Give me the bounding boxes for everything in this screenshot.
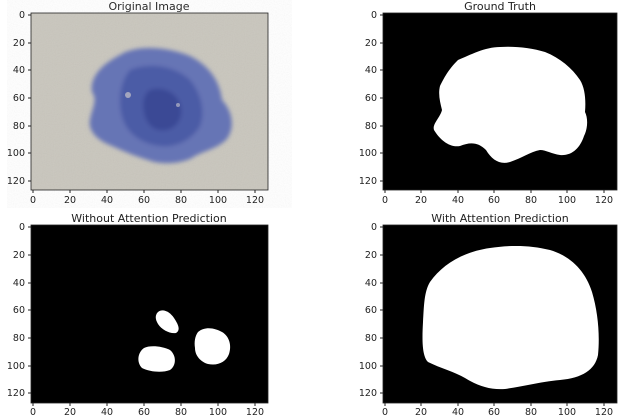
y-tick-label: 60 <box>13 93 25 104</box>
y-tick-label: 120 <box>7 388 25 399</box>
y-tick-label: 100 <box>7 361 25 372</box>
x-tick-label: 0 <box>30 195 36 206</box>
panel-ground-truth: Ground Truth 0 20 40 60 80 100 120 <box>359 0 618 206</box>
y-tick-label: 60 <box>365 305 377 316</box>
y-tick-label: 120 <box>359 388 377 399</box>
mask-region <box>138 346 175 372</box>
x-tick-label: 60 <box>138 195 150 206</box>
x-tick-label: 0 <box>30 407 36 418</box>
y-tick-label: 100 <box>7 148 25 159</box>
x-tick-label: 20 <box>64 195 76 206</box>
image-area <box>31 13 268 190</box>
lesion-region <box>89 47 232 164</box>
y-tick-label: 80 <box>365 333 377 344</box>
x-tick-label: 0 <box>382 195 388 206</box>
panel-without-attention: Without Attention Prediction 0 20 40 60 … <box>7 212 269 418</box>
panel-with-attention: With Attention Prediction 0 20 40 60 80 … <box>359 212 618 418</box>
x-tick-label: 20 <box>415 407 427 418</box>
x-axis: 0 20 40 60 80 100 120 <box>382 190 613 206</box>
x-axis: 0 20 40 60 80 100 120 <box>30 190 264 206</box>
y-tick-label: 20 <box>365 250 377 261</box>
y-axis: 0 20 40 60 80 100 120 <box>7 222 31 399</box>
x-tick-label: 80 <box>175 407 187 418</box>
x-axis: 0 20 40 60 80 100 120 <box>382 403 613 418</box>
y-tick-label: 80 <box>13 121 25 132</box>
axes-frame <box>30 12 269 191</box>
x-tick-label: 80 <box>525 195 537 206</box>
y-tick-label: 60 <box>13 305 25 316</box>
y-tick-label: 80 <box>365 121 377 132</box>
x-tick-label: 120 <box>595 407 613 418</box>
mask-region <box>422 245 599 390</box>
x-tick-label: 100 <box>558 195 576 206</box>
panel-title: Original Image <box>109 0 190 13</box>
y-tick-label: 120 <box>359 176 377 187</box>
panel-title: With Attention Prediction <box>431 212 568 225</box>
x-tick-label: 40 <box>452 407 464 418</box>
y-tick-label: 80 <box>13 333 25 344</box>
x-tick-label: 120 <box>595 195 613 206</box>
y-tick-label: 20 <box>13 38 25 49</box>
y-tick-label: 0 <box>19 222 25 233</box>
y-tick-label: 40 <box>13 65 25 76</box>
y-tick-label: 40 <box>13 278 25 289</box>
x-tick-label: 80 <box>175 195 187 206</box>
x-tick-label: 120 <box>246 195 264 206</box>
y-tick-label: 60 <box>365 93 377 104</box>
x-tick-label: 60 <box>488 407 500 418</box>
y-tick-label: 0 <box>371 10 377 21</box>
x-tick-label: 40 <box>452 195 464 206</box>
x-tick-label: 0 <box>382 407 388 418</box>
y-axis: 0 20 40 60 80 100 120 <box>359 222 383 399</box>
x-tick-label: 60 <box>488 195 500 206</box>
panel-title: Without Attention Prediction <box>71 212 226 225</box>
mask-background <box>31 225 268 403</box>
x-tick-label: 40 <box>101 407 113 418</box>
y-tick-label: 20 <box>365 38 377 49</box>
y-tick-label: 40 <box>365 65 377 76</box>
y-tick-label: 100 <box>359 148 377 159</box>
panel-original-image: Original Image 0 20 40 60 80 <box>7 0 269 206</box>
mask-region <box>433 46 588 163</box>
x-tick-label: 80 <box>525 407 537 418</box>
x-tick-label: 20 <box>64 407 76 418</box>
x-tick-label: 100 <box>209 195 227 206</box>
y-tick-label: 0 <box>19 10 25 21</box>
panel-title: Ground Truth <box>464 0 536 13</box>
y-tick-label: 20 <box>13 250 25 261</box>
mask-region <box>155 310 179 334</box>
x-tick-label: 100 <box>209 407 227 418</box>
y-axis: 0 20 40 60 80 100 120 <box>7 10 31 187</box>
x-tick-label: 120 <box>246 407 264 418</box>
y-tick-label: 40 <box>365 278 377 289</box>
x-tick-label: 100 <box>558 407 576 418</box>
y-tick-label: 0 <box>371 222 377 233</box>
x-axis: 0 20 40 60 80 100 120 <box>30 403 264 418</box>
x-tick-label: 60 <box>138 407 150 418</box>
y-tick-label: 100 <box>359 361 377 372</box>
y-tick-label: 120 <box>7 176 25 187</box>
x-tick-label: 40 <box>101 195 113 206</box>
x-tick-label: 20 <box>415 195 427 206</box>
mask-region <box>194 328 231 365</box>
y-axis: 0 20 40 60 80 100 120 <box>359 10 383 187</box>
